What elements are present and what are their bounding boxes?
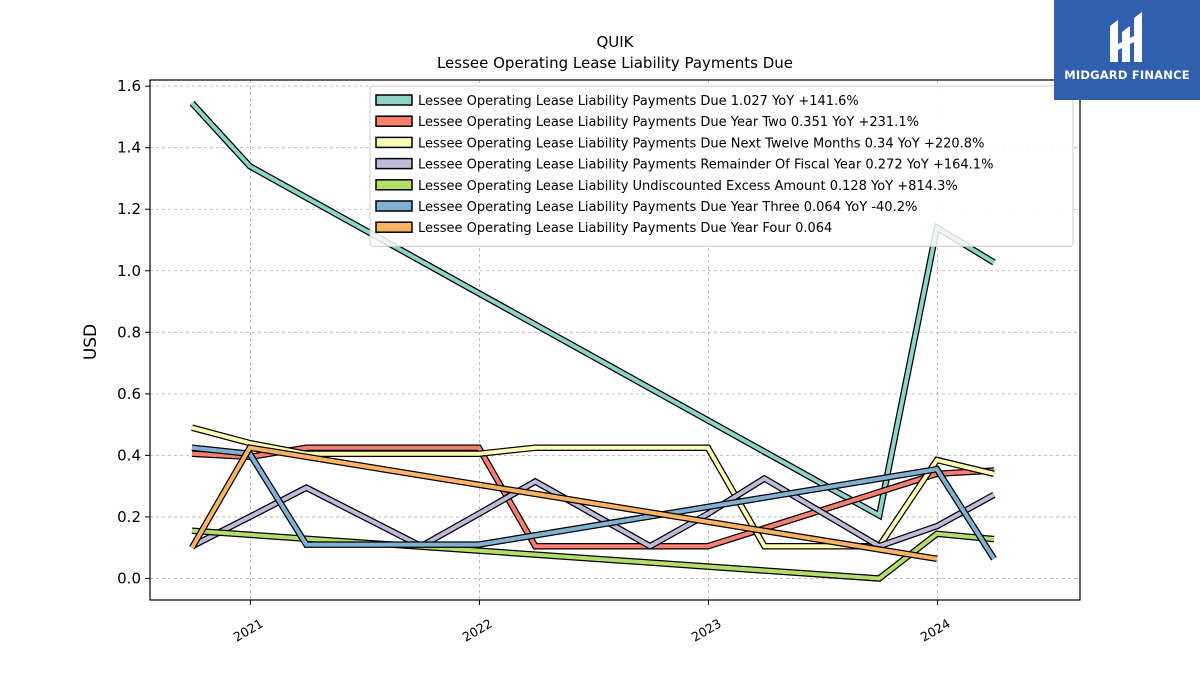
chart-title: QUIK: [596, 33, 634, 51]
series-line-5: [191, 528, 995, 581]
legend-label: Lessee Operating Lease Liability Payment…: [418, 158, 993, 173]
y-tick-label: 0.6: [117, 385, 141, 403]
legend-swatch: [375, 94, 413, 106]
legend-label: Lessee Operating Lease Liability Payment…: [418, 115, 919, 130]
legend: Lessee Operating Lease Liability Payment…: [369, 85, 1074, 247]
y-tick-label: 1.2: [117, 200, 141, 218]
series-line-7: [190, 445, 938, 561]
x-tick-label: 2022: [460, 616, 495, 645]
legend-label: Lessee Operating Lease Liability Payment…: [418, 136, 984, 151]
legend-swatch: [375, 136, 413, 149]
legend-swatch: [375, 115, 413, 127]
series-line-4: [191, 476, 995, 549]
legend-box: [369, 85, 1074, 247]
y-tick-label: 1.6: [117, 77, 141, 95]
plot-frame: [149, 79, 1081, 601]
legend-swatch: [375, 179, 413, 191]
x-tick-label: 2024: [918, 616, 953, 645]
legend-label: Lessee Operating Lease Liability Undisco…: [418, 179, 958, 194]
y-tick-label: 0.8: [117, 323, 141, 341]
legend-label: Lessee Operating Lease Liability Payment…: [418, 200, 917, 215]
y-tick-label: 1.0: [117, 262, 141, 280]
y-axis: 0.0 0.2 0.4 0.6 0.8 1.0 1.2 1.4 1.6: [117, 77, 150, 587]
legend-label: Lessee Operating Lease Liability Payment…: [418, 221, 832, 236]
x-axis: 2021 2022 2023 2024: [231, 600, 953, 645]
x-tick-label: 2021: [231, 616, 266, 645]
legend-swatch: [375, 200, 413, 212]
y-tick-label: 1.4: [117, 139, 141, 157]
logo-mark-icon: [1110, 12, 1142, 62]
series-line-6: [191, 445, 996, 560]
y-tick-label: 0.2: [117, 508, 141, 526]
series-outline-2: [191, 444, 995, 550]
series-lines: [189, 100, 997, 582]
legend-label: Lessee Operating Lease Liability Payment…: [418, 94, 859, 109]
legend-swatch: [375, 157, 413, 170]
y-tick-label: 0.4: [117, 446, 141, 464]
chart-subtitle: Lessee Operating Lease Liability Payment…: [437, 54, 793, 72]
legend-swatch: [375, 221, 413, 233]
midgard-finance-logo: MIDGARD FINANCE: [1054, 0, 1200, 100]
y-tick-label: 0.0: [117, 569, 141, 587]
x-tick-label: 2023: [689, 616, 724, 645]
logo-text: MIDGARD FINANCE: [1064, 68, 1190, 82]
y-axis-label: USD: [81, 324, 101, 360]
series-line-3: [191, 425, 995, 549]
